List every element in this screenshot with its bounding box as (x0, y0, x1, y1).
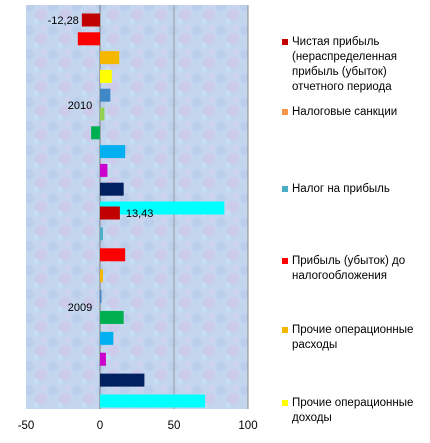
bar-2010-7 (100, 145, 126, 159)
legend-label: Чистая прибыль (нераспределенная прибыль… (292, 36, 398, 93)
data-label-2009: 13,43 (126, 208, 154, 220)
legend-label: Прочие операционные доходы (292, 397, 414, 424)
labels: -12,28 2010 13,43 2009 (48, 15, 154, 314)
x-tick-label-1: 0 (97, 420, 103, 432)
bar-2010-3 (100, 69, 112, 83)
legend-swatch (282, 400, 288, 406)
bar-2010-0 (81, 13, 100, 27)
bar-2009-2 (100, 248, 126, 262)
bar-2009-0 (100, 206, 120, 220)
category-label-2009: 2009 (68, 302, 92, 314)
bar-2009-1 (100, 227, 103, 241)
bar-2009-9 (100, 394, 206, 408)
legend-label: Налог на прибыль (292, 183, 390, 195)
bar-2010-9 (100, 182, 124, 196)
legend-swatch (282, 258, 288, 264)
x-tick-label-3: 100 (238, 420, 257, 432)
legend-label: Прочие операционные расходы (292, 324, 414, 351)
legend-label: Прибыль (убыток) до налогообложения (292, 255, 406, 282)
bar-2010-10 (100, 201, 225, 215)
legend: Чистая прибыль (нераспределенная прибыль… (278, 0, 430, 443)
x-tick-label-0: -50 (18, 420, 35, 432)
bar-2010-4 (100, 88, 111, 102)
bar-2009-7 (100, 352, 106, 366)
bar-2009-4 (100, 290, 102, 304)
bar-2009-3 (100, 269, 103, 283)
legend-swatch (282, 109, 288, 115)
legend-swatch (282, 327, 288, 333)
x-axis-tick-labels: -50 0 50 100 (18, 420, 258, 432)
category-label-2010: 2010 (68, 100, 92, 112)
bar-2010-8 (100, 163, 108, 177)
bar-2009-8 (100, 373, 145, 387)
legend-swatch (282, 186, 288, 192)
bar-chart: -12,28 2010 13,43 2009 -50 0 50 100 (18, 5, 258, 432)
bar-2010-2 (100, 51, 120, 65)
legend-swatch (282, 39, 288, 45)
bar-2010-6 (91, 126, 100, 140)
bar-2009-6 (100, 331, 114, 345)
data-label-2010: -12,28 (48, 15, 79, 27)
bar-2010-1 (77, 32, 100, 46)
bar-2010-5 (100, 107, 105, 121)
bar-2009-5 (100, 310, 124, 324)
legend-label: Налоговые санкции (292, 106, 398, 118)
bars (77, 13, 225, 408)
x-tick-label-2: 50 (168, 420, 181, 432)
